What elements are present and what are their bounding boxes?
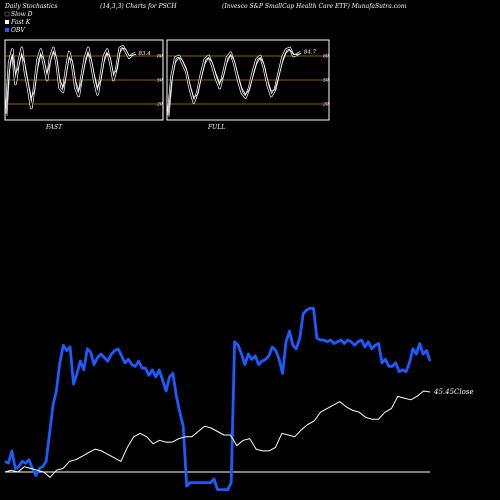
full-last-value: 84.7 bbox=[304, 50, 317, 56]
close-line bbox=[4, 390, 431, 478]
fast-level-label-80: 80 bbox=[157, 54, 163, 60]
legend: Slow D Fast K OBV bbox=[4, 11, 33, 34]
fast-panel-label: FAST bbox=[45, 124, 63, 131]
fast-last-value: 83.4 bbox=[139, 51, 152, 57]
legend-swatch-fast-k bbox=[5, 20, 9, 24]
legend-swatch-slow-d bbox=[4, 11, 10, 17]
obv-close-panel: 45.45Close bbox=[4, 306, 474, 492]
legend-label-slow-d: Slow D bbox=[11, 11, 33, 18]
fast-stochastic-panel: 20 50 80 83.4 bbox=[4, 39, 164, 121]
header-title: Daily Stochastics bbox=[4, 3, 57, 10]
full-level-label-80: 80 bbox=[323, 54, 329, 60]
legend-label-obv: OBV bbox=[11, 27, 25, 34]
close-last-value: 45.45Close bbox=[433, 388, 474, 396]
fast-level-label-20: 20 bbox=[156, 102, 163, 108]
legend-label-fast-k: Fast K bbox=[10, 19, 31, 26]
legend-swatch-obv bbox=[5, 28, 9, 32]
full-stochastic-panel: 20 50 80 84.7 bbox=[166, 39, 330, 121]
full-level-label-50: 50 bbox=[323, 78, 329, 84]
fast-level-label-50: 50 bbox=[157, 78, 163, 84]
header-ticker: (14,3,3) Charts for PSCH bbox=[100, 3, 177, 10]
fast-series-1 bbox=[5, 47, 136, 114]
full-level-label-20: 20 bbox=[322, 102, 329, 108]
full-panel-label: FULL bbox=[207, 124, 225, 131]
header-etf-name: (Invesco S&P SmallCap Health Care ETF) M… bbox=[222, 3, 407, 10]
full-series-0-core bbox=[167, 47, 302, 117]
obv-line bbox=[4, 306, 432, 492]
full-series-1 bbox=[167, 49, 301, 116]
